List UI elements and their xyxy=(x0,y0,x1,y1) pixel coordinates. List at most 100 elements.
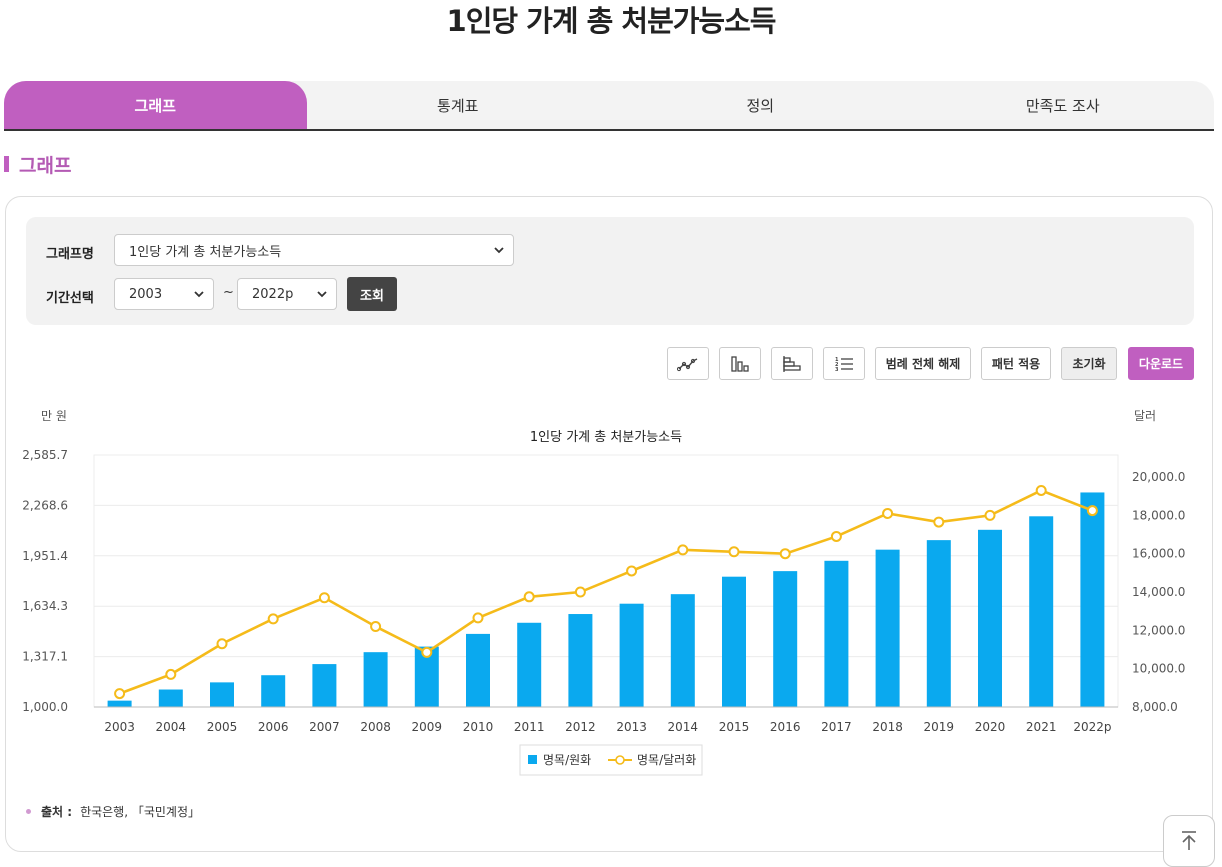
bar xyxy=(158,689,183,707)
graph-name-label: 그래프명 xyxy=(46,247,94,262)
svg-text:2: 2 xyxy=(835,362,839,368)
bar-chart-button[interactable] xyxy=(719,347,761,380)
y-right-tick-label: 14,000.0 xyxy=(1132,585,1185,599)
line-point xyxy=(933,516,945,528)
legend-swatch-bar xyxy=(528,755,537,764)
x-tick-label: 2019 xyxy=(924,720,955,734)
line-point xyxy=(523,591,535,603)
chevron-down-icon xyxy=(317,291,327,298)
section-marker xyxy=(4,156,9,172)
x-tick-label: 2018 xyxy=(872,720,903,734)
line-point xyxy=(421,646,433,658)
bar xyxy=(568,614,593,707)
x-tick-label: 2022p xyxy=(1073,720,1111,734)
chart-title: 1인당 가계 총 처분가능소득 xyxy=(530,430,682,445)
bar xyxy=(926,540,951,707)
y-right-tick-label: 10,000.0 xyxy=(1132,662,1185,676)
x-tick-label: 2014 xyxy=(668,720,699,734)
download-button[interactable]: 다운로드 xyxy=(1128,347,1194,380)
x-tick-label: 2016 xyxy=(770,720,801,734)
line-chart-button[interactable] xyxy=(667,347,709,380)
scroll-top-button[interactable] xyxy=(1163,815,1215,867)
bar xyxy=(1029,516,1054,707)
y-left-tick-label: 2,268.6 xyxy=(22,498,68,512)
line-point xyxy=(626,565,638,577)
y-right-tick-label: 12,000.0 xyxy=(1132,623,1185,637)
numbered-list-icon: 1 2 3 xyxy=(835,357,853,373)
chart: 1,000.0 1,317.1 1,634.3 1,951.4 2,268.6 2,585… xyxy=(22,409,1185,776)
line-point xyxy=(472,612,484,624)
end-year-value: 2022p xyxy=(252,286,294,302)
list-view-button[interactable]: 1 2 3 xyxy=(823,347,865,380)
y-left-tick-label: 1,000.0 xyxy=(22,700,68,714)
bar xyxy=(210,682,234,707)
chevron-down-icon xyxy=(494,247,504,254)
end-year-select[interactable]: 2022p xyxy=(237,278,337,310)
x-tick-label: 2003 xyxy=(104,720,135,734)
legend-label: 명목/달러화 xyxy=(637,753,696,767)
bar xyxy=(1080,492,1105,707)
x-tick-label: 2020 xyxy=(975,720,1006,734)
line-point xyxy=(370,621,382,633)
bar xyxy=(466,633,490,707)
arrow-up-icon xyxy=(1182,831,1196,850)
section-title: 그래프 xyxy=(4,150,71,178)
line-point xyxy=(114,688,126,700)
y-right-tick-label: 18,000.0 xyxy=(1132,508,1185,522)
tab-definition[interactable]: 정의 xyxy=(746,96,775,115)
x-tick-label: 2012 xyxy=(565,720,596,734)
bar xyxy=(363,652,388,707)
y-left-tick-label: 1,317.1 xyxy=(22,650,68,664)
tab-bar: 그래프 통계표 정의 만족도 조사 xyxy=(4,81,1214,131)
horizontal-bar-chart-icon xyxy=(783,355,801,372)
tab-graph[interactable]: 그래프 xyxy=(4,81,307,129)
bar xyxy=(619,603,644,707)
x-tick-label: 2006 xyxy=(258,720,289,734)
x-tick-label: 2015 xyxy=(719,720,750,734)
query-button[interactable]: 조회 xyxy=(347,277,397,311)
bar-chart-icon xyxy=(731,355,749,372)
x-tick-label: 2021 xyxy=(1026,720,1057,734)
source-text: 한국은행, 「국민계정」 xyxy=(80,805,201,819)
y-right-tick-label: 16,000.0 xyxy=(1132,547,1185,561)
graph-name-select[interactable]: 1인당 가계 총 처분가능소득 xyxy=(114,234,514,266)
bar xyxy=(875,549,900,707)
horizontal-bar-chart-button[interactable] xyxy=(771,347,813,380)
series-line xyxy=(119,489,1093,695)
x-tick-label: 2009 xyxy=(412,720,443,734)
line-point xyxy=(728,546,740,558)
bar xyxy=(670,594,695,707)
x-tick-label: 2005 xyxy=(207,720,238,734)
x-tick-label: 2007 xyxy=(309,720,340,734)
bar xyxy=(517,622,542,707)
y-left-tick-label: 1,634.3 xyxy=(22,599,68,613)
svg-text:3: 3 xyxy=(835,367,839,373)
line-point xyxy=(677,544,689,556)
line-point xyxy=(830,530,842,542)
source-label: 출처 : xyxy=(41,805,73,819)
line-point xyxy=(165,668,177,680)
period-separator: ~ xyxy=(223,285,234,300)
tab-satisfaction-survey[interactable]: 만족도 조사 xyxy=(1025,96,1100,115)
bar xyxy=(824,560,849,707)
x-tick-label: 2010 xyxy=(463,720,494,734)
bar xyxy=(107,700,132,707)
filter-panel: 그래프명 1인당 가계 총 처분가능소득 기간선택 2003 ~ 2022p 조… xyxy=(26,217,1194,325)
reset-button[interactable]: 초기화 xyxy=(1061,347,1117,380)
line-point xyxy=(984,509,996,521)
legend-swatch-point xyxy=(615,755,625,765)
start-year-select[interactable]: 2003 xyxy=(114,278,214,310)
tab-stats-table[interactable]: 통계표 xyxy=(437,96,479,115)
x-tick-label: 2004 xyxy=(156,720,187,734)
bar xyxy=(978,529,1002,707)
start-year-value: 2003 xyxy=(129,286,163,302)
legend-clear-button[interactable]: 범례 전체 해제 xyxy=(875,347,971,380)
y-left-tick-label: 1,951.4 xyxy=(22,549,68,563)
line-chart-icon xyxy=(677,357,698,371)
y-left-unit: 만 원 xyxy=(41,409,67,423)
pattern-button[interactable]: 패턴 적용 xyxy=(981,347,1051,380)
line-point xyxy=(318,592,330,604)
bar xyxy=(722,576,746,707)
graph-name-value: 1인당 가계 총 처분가능소득 xyxy=(129,244,282,260)
bar xyxy=(773,571,798,707)
